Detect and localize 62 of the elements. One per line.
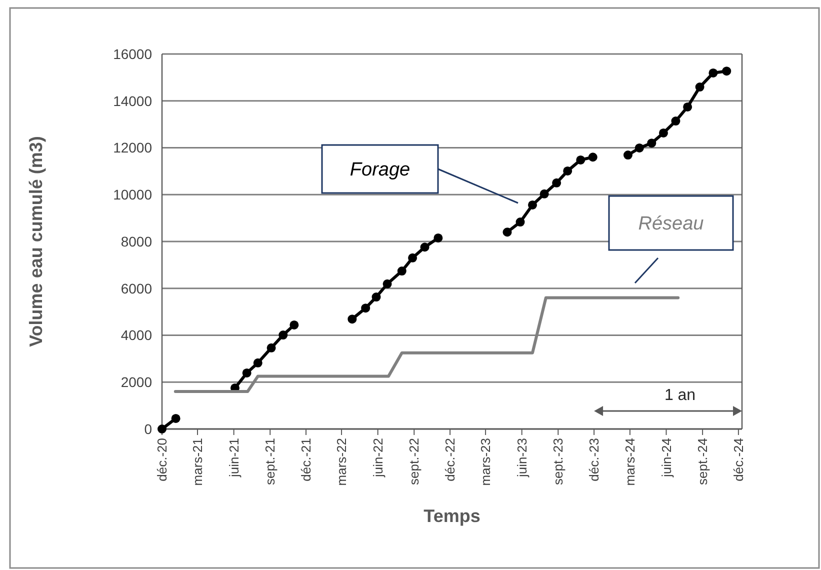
point [516,218,525,227]
text: Forage [350,160,410,181]
x-tick-label: sept.-24 [695,438,710,485]
point [253,358,262,368]
point [528,200,537,210]
annotation: 1 an [664,387,696,404]
point [722,66,732,76]
y-axis-title: Volume eau cumulé (m3) [26,136,46,347]
point [658,128,668,138]
point [623,150,632,160]
y-tick-label: 0 [144,420,152,437]
point [372,292,381,302]
x-tick-label: juin-22 [370,438,386,478]
y-tick-label: 14000 [113,92,152,109]
point [348,314,357,324]
point [683,102,692,112]
point [540,189,549,198]
x-tick-label: juin-24 [658,438,674,478]
point [671,116,680,126]
x-tick-label: mars-23 [478,438,494,486]
point [171,414,180,423]
point [420,242,430,252]
text: Réseau [638,214,704,235]
point [290,320,299,330]
point [278,330,288,340]
point [382,279,392,288]
x-tick-label: déc.-22 [442,438,458,482]
point [408,253,418,262]
point [695,82,704,92]
y-tick-label: 8000 [120,233,152,250]
y-tick-label: 16000 [113,46,152,62]
y-tick-label: 4000 [120,327,152,344]
x-tick-label: juin-23 [514,438,530,478]
point [552,178,562,188]
point [502,228,512,237]
point [588,152,598,162]
x-tick-label: mars-21 [190,438,206,486]
x-tick-label: mars-22 [334,438,350,486]
x-tick-label: déc.-21 [298,438,314,482]
x-tick-label: sept.-23 [550,438,566,485]
x-tick-label: sept.-22 [406,438,422,485]
y-tick-label: 12000 [113,140,152,156]
y-tick-label: 10000 [113,186,152,203]
x-tick-label: déc.-20 [154,438,170,482]
y-tick-label: 2000 [120,374,152,390]
point [266,343,276,352]
x-tick-label: déc.-23 [586,438,602,482]
point [647,138,656,148]
y-tick-label: 6000 [120,280,152,296]
point [563,166,572,176]
point [434,233,443,242]
x-axis-title: Temps [424,506,480,526]
point [634,143,644,152]
x-tick-label: sept.-21 [262,438,278,485]
x-tick-label: déc.-24 [731,438,746,482]
point [576,155,586,164]
point [708,68,718,78]
point [361,304,370,313]
point [242,368,252,378]
x-tick-label: mars-24 [622,438,638,486]
point [397,266,406,276]
x-tick-label: juin-21 [226,438,242,478]
